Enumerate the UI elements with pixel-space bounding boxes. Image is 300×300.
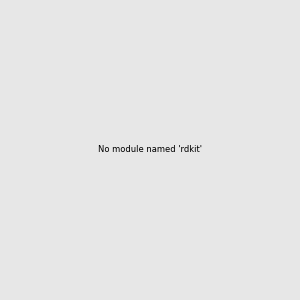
Text: No module named 'rdkit': No module named 'rdkit' [98,146,202,154]
